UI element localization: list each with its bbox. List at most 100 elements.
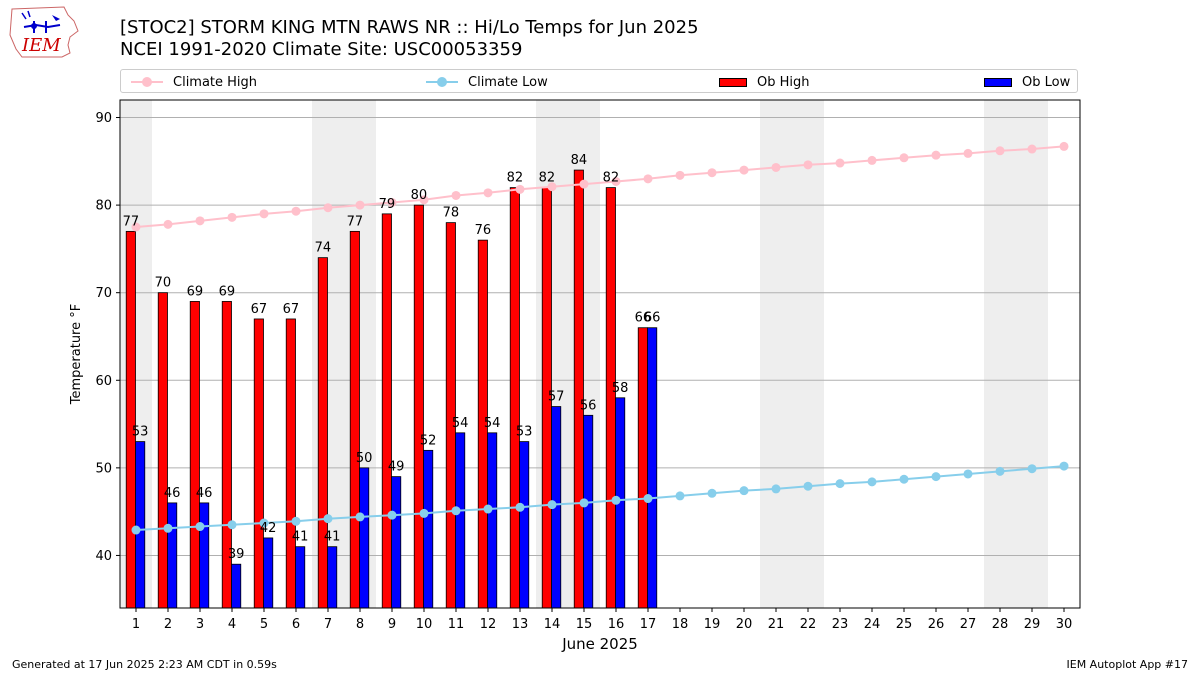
climate-low-point (995, 466, 1005, 476)
bar-ob-high (349, 230, 360, 609)
y-tick-label: 60 (95, 374, 112, 389)
data-label-ob-high: 67 (283, 302, 300, 317)
bar-ob-low (135, 441, 146, 609)
climate-high-point (451, 190, 461, 200)
logo-text: IEM (21, 35, 61, 56)
x-tick-label: 12 (480, 617, 497, 632)
climate-high-point (259, 209, 269, 219)
data-label-ob-low: 56 (580, 398, 597, 413)
bar-ob-high (605, 187, 616, 609)
climate-high-point (643, 174, 653, 184)
climate-low-point (803, 481, 813, 491)
x-tick-label: 21 (768, 617, 785, 632)
x-tick-label: 5 (260, 617, 268, 632)
legend-item-climate-low: Climate Low (426, 70, 548, 94)
climate-high-line (135, 145, 1065, 228)
data-label-ob-low: 50 (356, 451, 373, 466)
bar-ob-low (455, 432, 466, 609)
bar-ob-low (199, 502, 210, 609)
climate-high-point (483, 188, 493, 198)
bar-ob-low (423, 449, 434, 609)
bar-ob-high (285, 318, 296, 609)
climate-low-point (515, 502, 525, 512)
data-label-ob-low: 54 (484, 416, 501, 431)
climate-low-line (135, 465, 1065, 531)
climate-high-point (803, 160, 813, 170)
x-tick-label: 4 (228, 617, 236, 632)
climate-high-point (227, 212, 237, 222)
climate-low-point (451, 506, 461, 516)
x-tick-label: 16 (608, 617, 625, 632)
data-label-ob-low: 53 (132, 425, 149, 440)
climate-low-point (963, 469, 973, 479)
x-tick-label: 1 (132, 617, 140, 632)
bar-ob-low (647, 327, 658, 609)
data-label-ob-high: 78 (443, 206, 460, 221)
climate-high-point (547, 182, 557, 192)
climate-high-point (771, 162, 781, 172)
legend-item-ob-low: Ob Low (984, 70, 1070, 94)
legend-label-climate-low: Climate Low (468, 74, 548, 90)
x-tick-label: 13 (512, 617, 529, 632)
data-label-ob-low: 46 (164, 486, 181, 501)
legend-swatch-climate-high (131, 77, 163, 87)
climate-high-point (131, 222, 141, 232)
weekend-band (760, 100, 824, 608)
x-tick-label: 7 (324, 617, 332, 632)
bar-ob-high (381, 213, 392, 609)
climate-high-point (867, 155, 877, 165)
bar-ob-high (509, 187, 520, 609)
y-tick-label: 70 (95, 286, 112, 301)
bar-ob-low (391, 476, 402, 609)
data-label-ob-low: 53 (516, 425, 533, 440)
chart-title: [STOC2] STORM KING MTN RAWS NR :: Hi/Lo … (120, 17, 699, 38)
bar-ob-low (231, 563, 242, 609)
climate-low-point (707, 488, 717, 498)
data-label-ob-low: 57 (548, 390, 565, 405)
x-tick-label: 8 (356, 617, 364, 632)
climate-high-point (323, 203, 333, 213)
y-axis-label: Temperature °F (69, 304, 84, 405)
climate-low-point (419, 508, 429, 518)
climate-high-point (835, 158, 845, 168)
plot-frame (119, 99, 1081, 609)
chart-legend: Climate High Climate Low Ob High Ob Low (120, 69, 1078, 93)
climate-low-point (547, 500, 557, 510)
data-label-ob-high: 76 (475, 223, 492, 238)
bar-ob-high (317, 257, 328, 609)
bar-ob-high (637, 327, 648, 609)
climate-low-point (323, 514, 333, 524)
x-tick-label: 29 (1024, 617, 1041, 632)
bar-ob-low (295, 546, 306, 609)
climate-high-point (739, 165, 749, 175)
data-label-ob-high: 84 (571, 153, 588, 168)
y-tick-label: 90 (95, 111, 112, 126)
x-tick-label: 15 (576, 617, 593, 632)
climate-low-point (1027, 464, 1037, 474)
data-label-ob-high: 69 (219, 284, 236, 299)
x-tick-label: 27 (960, 617, 977, 632)
data-label-ob-high: 74 (315, 241, 332, 256)
y-tick-label: 80 (95, 199, 112, 214)
legend-item-climate-high: Climate High (131, 70, 257, 94)
data-label-ob-high: 66 (635, 311, 652, 326)
data-label-ob-high: 70 (155, 276, 172, 291)
x-tick-label: 19 (704, 617, 721, 632)
climate-low-point (195, 522, 205, 532)
data-label-ob-high: 82 (539, 171, 556, 186)
y-tick-label: 50 (95, 461, 112, 476)
legend-swatch-ob-low (984, 77, 1012, 87)
x-tick-label: 11 (448, 617, 465, 632)
climate-low-point (771, 484, 781, 494)
data-label-ob-low: 54 (452, 416, 469, 431)
bar-ob-low (263, 537, 274, 609)
climate-high-point (579, 179, 589, 189)
y-tick-label: 40 (95, 549, 112, 564)
legend-item-ob-high: Ob High (719, 70, 810, 94)
x-tick-label: 25 (896, 617, 913, 632)
climate-low-point (675, 491, 685, 501)
climate-low-point (163, 523, 173, 533)
x-tick-label: 14 (544, 617, 561, 632)
climate-low-point (579, 498, 589, 508)
climate-low-point (643, 494, 653, 504)
